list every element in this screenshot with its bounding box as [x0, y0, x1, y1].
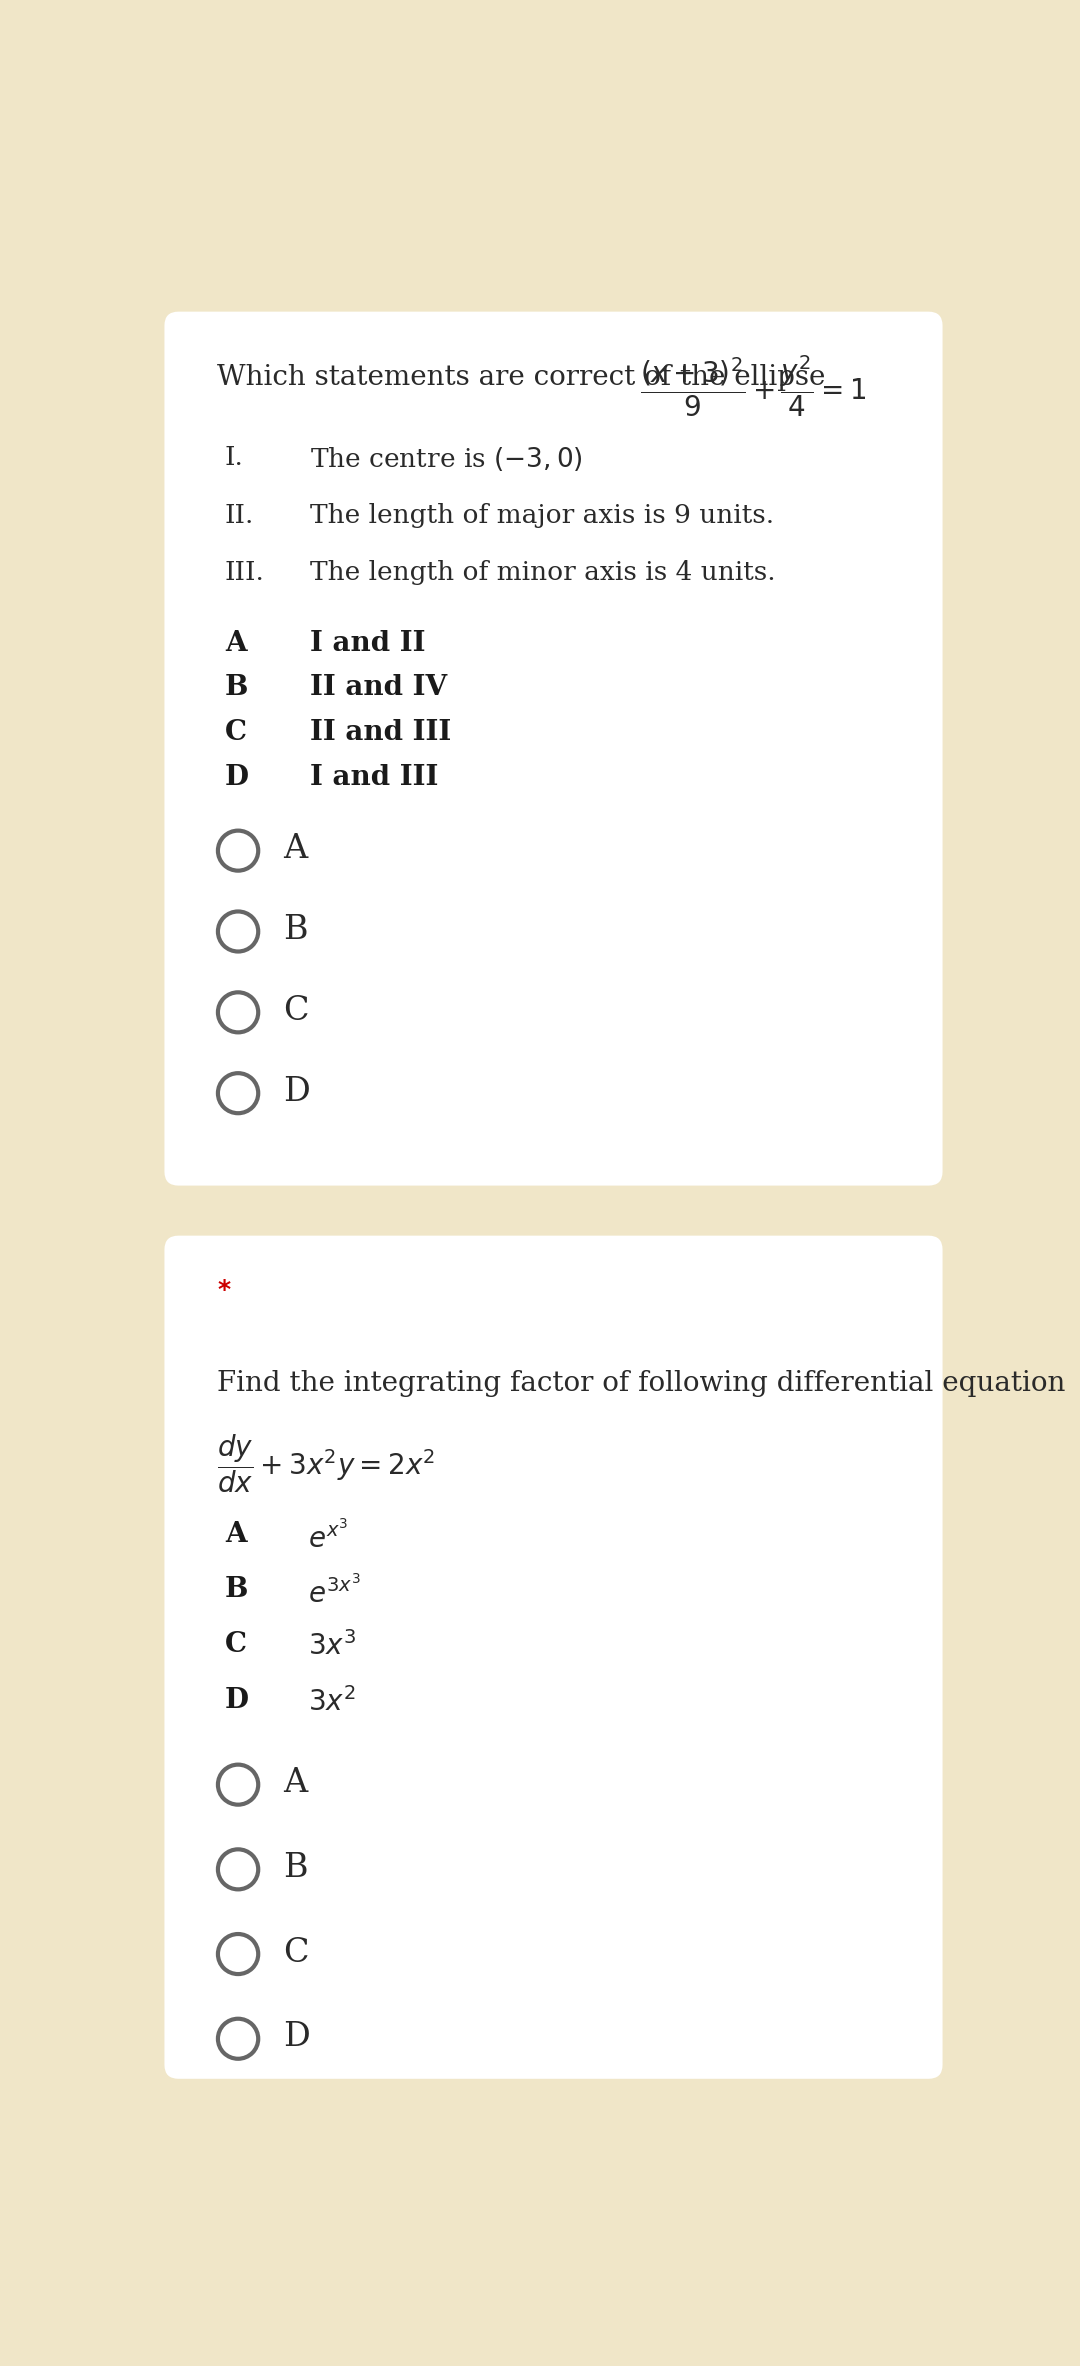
- Text: B: B: [225, 674, 248, 700]
- Text: A: A: [283, 833, 308, 866]
- Text: D: D: [225, 1687, 248, 1713]
- Text: The length of minor axis is 4 units.: The length of minor axis is 4 units.: [310, 561, 775, 584]
- FancyBboxPatch shape: [164, 1235, 943, 2080]
- Text: II and IV: II and IV: [310, 674, 447, 700]
- Text: D: D: [225, 764, 248, 790]
- Text: I and II: I and II: [310, 629, 426, 658]
- Text: Which statements are correct of the ellipse: Which statements are correct of the elli…: [217, 364, 825, 390]
- Text: $e^{3x^3}$: $e^{3x^3}$: [308, 1576, 361, 1609]
- Text: C: C: [283, 994, 309, 1027]
- Text: I.: I.: [225, 445, 244, 471]
- Text: $e^{x^3}$: $e^{x^3}$: [308, 1521, 348, 1554]
- Text: I and III: I and III: [310, 764, 438, 790]
- Text: A: A: [225, 1521, 246, 1547]
- Text: B: B: [283, 1853, 308, 1883]
- Text: C: C: [225, 719, 247, 745]
- Text: $\dfrac{(x+3)^2}{9}+\dfrac{y^2}{4}=1$: $\dfrac{(x+3)^2}{9}+\dfrac{y^2}{4}=1$: [639, 353, 866, 419]
- Text: The length of major axis is 9 units.: The length of major axis is 9 units.: [310, 502, 774, 528]
- Text: C: C: [283, 1935, 309, 1969]
- Text: B: B: [225, 1576, 248, 1604]
- Text: C: C: [225, 1633, 247, 1659]
- Text: $\dfrac{dy}{dx}+3x^2y=2x^2$: $\dfrac{dy}{dx}+3x^2y=2x^2$: [217, 1431, 435, 1495]
- Text: $3x^2$: $3x^2$: [308, 1687, 355, 1718]
- Text: III.: III.: [225, 561, 265, 584]
- Text: A: A: [225, 629, 246, 658]
- Text: II.: II.: [225, 502, 254, 528]
- FancyBboxPatch shape: [164, 312, 943, 1185]
- Text: D: D: [283, 2021, 310, 2054]
- Text: The centre is $(-3,0)$: The centre is $(-3,0)$: [310, 445, 583, 473]
- Text: D: D: [283, 1077, 310, 1107]
- Text: Find the integrating factor of following differential equation: Find the integrating factor of following…: [217, 1370, 1066, 1398]
- Text: A: A: [283, 1767, 308, 1798]
- Text: II and III: II and III: [310, 719, 451, 745]
- Text: $3x^3$: $3x^3$: [308, 1633, 356, 1661]
- Text: B: B: [283, 913, 308, 946]
- Text: *: *: [217, 1278, 230, 1301]
